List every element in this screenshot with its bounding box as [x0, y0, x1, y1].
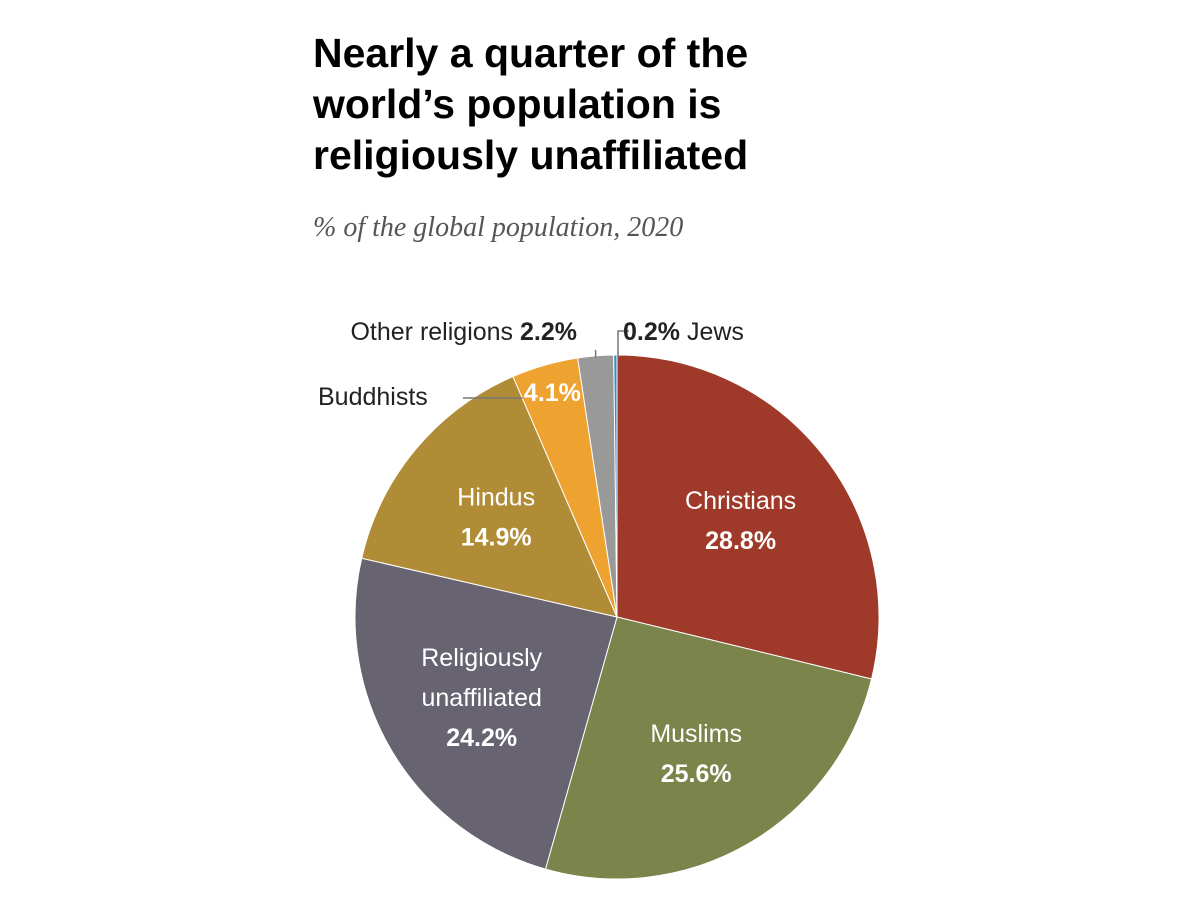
pie-slice-religiously-unaffiliated	[354, 557, 618, 870]
pie-slice-jews	[613, 354, 618, 618]
label-other-religions-name: Other religions	[350, 318, 513, 346]
chart-subtitle: % of the global population, 2020	[313, 212, 684, 243]
label-buddhists-name: Buddhists	[318, 383, 428, 411]
slice-value-religiously-unaffiliated: 24.2%	[446, 724, 517, 752]
label-other-religions: Other religions 2.2%	[350, 318, 577, 346]
slice-label-religiously-unaffiliated-line-1: Religiously	[421, 644, 542, 672]
pie-slices	[354, 354, 880, 880]
label-jews: 0.2% Jews	[623, 318, 744, 346]
slice-value-muslims: 25.6%	[661, 760, 732, 788]
pie-slice-hindus	[361, 375, 618, 618]
label-other-religions-value: 2.2%	[520, 318, 577, 346]
leader-lines	[463, 330, 629, 399]
slice-label-hindus: Hindus	[457, 483, 535, 511]
label-jews-name: Jews	[687, 318, 744, 346]
inside-labels: Christians 28.8% Muslims 25.6% Religiously un…	[421, 379, 796, 788]
pie-slice-christians	[616, 354, 880, 680]
label-jews-value: 0.2%	[623, 318, 680, 346]
slice-label-muslims: Muslims	[650, 720, 742, 748]
chart-title: Nearly a quarter of the world’s populati…	[313, 30, 749, 178]
leader-line-jews	[617, 330, 629, 358]
slice-value-christians: 28.8%	[705, 527, 776, 555]
slice-label-religiously-unaffiliated-line-2: unaffiliated	[421, 684, 541, 712]
slice-value-buddhists: 4.1%	[524, 379, 581, 407]
slice-label-christians: Christians	[685, 487, 796, 515]
slice-value-hindus: 14.9%	[461, 523, 532, 551]
pie-slice-muslims	[544, 616, 873, 880]
